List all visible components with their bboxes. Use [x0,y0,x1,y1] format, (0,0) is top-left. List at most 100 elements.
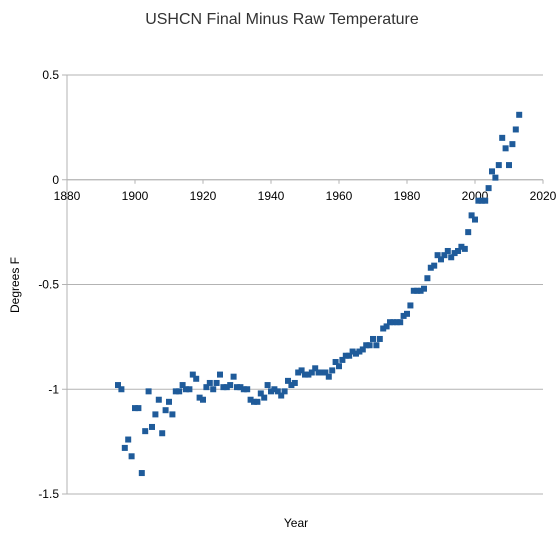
data-point [227,382,234,389]
data-point [363,342,370,349]
tick-labels: 1880 1900 1920 1940 1960 1980 2000 20200.50-0.5… [38,68,556,501]
data-point [431,262,438,269]
data-point [135,405,142,412]
data-point [512,126,519,133]
data-point [172,388,179,395]
data-point [142,428,149,435]
data-point [417,287,424,294]
data-point [393,319,400,326]
chart-title: USHCN Final Minus Raw Temperature [145,11,419,28]
data-point [373,342,380,349]
data-point [353,350,359,357]
data-point [404,310,410,317]
data-point [186,386,193,393]
data-point [278,392,285,399]
data-point [213,379,220,386]
data-point [499,134,506,141]
data-point [366,342,373,349]
data-point [336,363,342,370]
gridlines [67,74,543,495]
x-tick-label: 1960 [326,189,353,203]
x-tick-label: 1900 [122,189,149,203]
data-point [455,247,461,254]
data-point [132,405,138,412]
data-point [397,319,404,326]
data-point [176,388,183,395]
data-point [128,453,135,460]
data-point [387,319,393,326]
data-point [465,229,472,236]
data-point [261,394,268,401]
data-point [312,365,319,372]
data-point [472,216,478,223]
data-point [274,388,281,395]
y-tick-label: -1 [48,382,59,396]
data-point [516,111,523,118]
data-point [319,369,325,376]
data-point [206,379,213,386]
data-point [230,373,237,380]
data-point [121,444,128,451]
data-point [322,369,329,376]
data-point [421,285,427,292]
data-point [247,396,254,403]
data-point [217,371,223,378]
y-tick-label: 0 [52,173,59,187]
data-point [424,275,431,282]
data-point [410,287,417,294]
x-axis-label: Year [284,516,308,530]
data-point [383,323,390,330]
data-point [193,375,200,382]
data-point [332,359,339,366]
data-point [482,197,489,204]
data-point [251,398,257,405]
data-point [305,371,312,378]
axes [62,74,544,495]
data-point [145,388,152,395]
data-point [288,382,295,389]
data-point [298,367,305,374]
data-point [237,384,244,391]
data-point [349,348,356,355]
data-point [400,312,407,319]
data-point [302,371,308,378]
data-point [380,325,387,332]
data-point [509,141,516,148]
data-point [223,384,230,391]
data-point [315,369,322,376]
data-point [356,348,363,355]
y-tick-label: -0.5 [38,278,59,292]
data-point [118,386,125,393]
data-point [271,386,278,393]
data-point [489,168,495,175]
data-point [390,319,397,326]
x-tick-label: 1880 [54,189,81,203]
data-point [295,369,302,376]
data-point [203,384,210,391]
data-point [441,252,448,259]
data-point [210,386,217,393]
data-point [200,396,206,403]
data-point [485,185,492,192]
data-point [179,382,186,389]
data-point [495,162,502,169]
data-point [159,430,166,437]
data-point [438,256,444,263]
data-point [291,379,298,386]
data-point [427,264,434,271]
data-point [257,390,264,397]
data-point [376,335,383,342]
data-point [444,247,451,254]
data-point [308,369,315,376]
data-point [342,352,349,359]
x-tick-label: 1920 [190,189,217,203]
data-point [475,197,482,204]
data-point [220,384,227,391]
data-point [325,373,332,380]
data-point [138,470,145,477]
data-point [458,243,465,250]
data-point [407,302,414,309]
data-point [169,411,176,418]
data-point [240,386,247,393]
